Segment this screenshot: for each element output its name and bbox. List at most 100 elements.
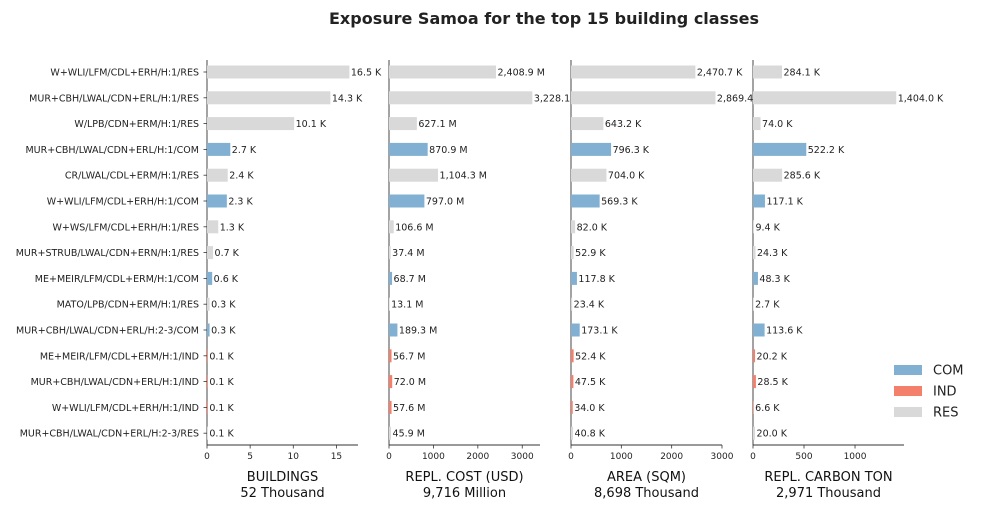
value-label: 82.0 K: [577, 222, 608, 233]
value-label: 643.2 K: [605, 119, 642, 130]
bar-me-meir-lfm-cdl-erm-h-1-ind: [753, 349, 756, 363]
bar-mur-cbh-lwal-cdn-erl-h-1-com: [571, 142, 612, 156]
value-label: 797.0 M: [426, 197, 464, 208]
category-label-w-wli-lfm-cdl-erh-h-1-res: W+WLI/LFM/CDL+ERH/H:1/RES: [50, 68, 199, 79]
value-label: 522.2 K: [808, 145, 845, 156]
value-label: 9.4 K: [755, 222, 780, 233]
value-label: 0.1 K: [209, 429, 234, 440]
bar-cr-lwal-cdl-erm-h-1-res: [753, 168, 783, 182]
bar-w-wli-lfm-cdl-erh-h-1-com: [571, 194, 600, 208]
chart-title: Exposure Samoa for the top 15 building c…: [329, 9, 759, 28]
x-axis-total: 8,698 Thousand: [594, 486, 699, 501]
bar-mur-strub-lwal-cdn-ern-h-1-res: [389, 246, 391, 260]
value-label: 113.6 K: [766, 326, 803, 337]
value-label: 52.4 K: [575, 351, 606, 362]
bar-w-lpb-cdn-erm-h-1-res: [207, 117, 295, 131]
category-label-mur-cbh-lwal-cdn-erl-h-1-res: MUR+CBH/LWAL/CDN+ERL/H:1/RES: [29, 93, 199, 104]
bar-cr-lwal-cdl-erm-h-1-res: [571, 168, 607, 182]
value-label: 6.6 K: [755, 403, 780, 414]
bar-mur-strub-lwal-cdn-ern-h-1-res: [571, 246, 574, 260]
x-axis-total: 52 Thousand: [240, 486, 324, 501]
x-tick-label: 2000: [660, 452, 683, 462]
x-axis-label: BUILDINGS: [247, 470, 318, 485]
chart-panels: W+WLI/LFM/CDL+ERH/H:1/RES MUR+CBH/LWAL/CD…: [16, 60, 944, 501]
panel-buildings: 16.5 K 14.3 K 10.1 K 2.7 K 2.4 K 2.3 K 1.3 K 0.…: [203, 60, 382, 501]
value-label: 117.8 K: [578, 274, 615, 285]
bar-me-meir-lfm-cdl-erm-h-1-com: [389, 271, 393, 285]
value-label: 56.7 M: [393, 351, 425, 362]
bar-me-meir-lfm-cdl-erm-h-1-ind: [207, 349, 208, 363]
bar-mur-cbh-lwal-cdn-erl-h-1-com: [753, 142, 807, 156]
bar-w-wli-lfm-cdl-erh-h-1-ind: [571, 400, 573, 414]
value-label: 68.7 M: [394, 274, 426, 285]
bar-mato-lpb-cdn-erm-h-1-res: [571, 297, 573, 311]
bar-w-lpb-cdn-erm-h-1-res: [753, 117, 761, 131]
x-tick-label: 5: [247, 452, 253, 462]
x-axis-total: 9,716 Million: [423, 486, 506, 501]
bar-mur-cbh-lwal-cdn-erl-h-2-3-com: [571, 323, 580, 337]
value-label: 2.3 K: [228, 197, 253, 208]
x-tick-label: 15: [331, 452, 342, 462]
bar-w-ws-lfm-cdl-erh-h-1-res: [207, 220, 219, 234]
value-label: 870.9 M: [429, 145, 467, 156]
value-label: 74.0 K: [762, 119, 793, 130]
value-label: 2.7 K: [232, 145, 257, 156]
value-label: 0.1 K: [209, 351, 234, 362]
value-label: 284.1 K: [783, 68, 820, 79]
value-label: 2,408.9 M: [497, 68, 544, 79]
category-label-me-meir-lfm-cdl-erm-h-1-ind: ME+MEIR/LFM/CDL+ERM/H:1/IND: [40, 351, 199, 362]
value-label: 24.3 K: [757, 248, 788, 259]
bar-me-meir-lfm-cdl-erm-h-1-com: [571, 271, 577, 285]
x-axis-label: REPL. COST (USD): [405, 470, 523, 485]
bar-w-ws-lfm-cdl-erh-h-1-res: [571, 220, 576, 234]
category-label-mato-lpb-cdn-erm-h-1-res: MATO/LPB/CDN+ERM/H:1/RES: [57, 300, 199, 311]
value-label: 0.6 K: [214, 274, 239, 285]
value-label: 10.1 K: [296, 119, 327, 130]
value-label: 28.5 K: [757, 377, 788, 388]
bar-mur-cbh-lwal-cdn-erl-h-1-res: [571, 91, 716, 105]
category-label-mur-cbh-lwal-cdn-erl-h-1-ind: MUR+CBH/LWAL/CDN+ERL/H:1/IND: [31, 377, 199, 388]
bar-mur-cbh-lwal-cdn-erl-h-2-3-com: [753, 323, 765, 337]
bar-w-wli-lfm-cdl-erh-h-1-res: [571, 65, 696, 79]
value-label: 48.3 K: [759, 274, 790, 285]
bar-w-wli-lfm-cdl-erh-h-1-com: [389, 194, 425, 208]
legend-label-ind: IND: [933, 385, 957, 400]
bar-w-wli-lfm-cdl-erh-h-1-com: [753, 194, 765, 208]
value-label: 40.8 K: [575, 429, 606, 440]
value-label: 20.0 K: [757, 429, 788, 440]
bar-w-wli-lfm-cdl-erh-h-1-res: [753, 65, 782, 79]
value-label: 285.6 K: [784, 171, 821, 182]
value-label: 173.1 K: [581, 326, 618, 337]
x-tick-label: 0: [568, 452, 574, 462]
value-label: 52.9 K: [575, 248, 606, 259]
bar-w-wli-lfm-cdl-erh-h-1-ind: [207, 400, 208, 414]
x-tick-label: 2000: [466, 452, 489, 462]
bar-cr-lwal-cdl-erm-h-1-res: [207, 168, 228, 182]
bar-mur-strub-lwal-cdn-ern-h-1-res: [753, 246, 756, 260]
value-label: 117.1 K: [766, 197, 803, 208]
x-tick-label: 0: [204, 452, 210, 462]
bar-mur-cbh-lwal-cdn-erl-h-1-ind: [389, 375, 393, 389]
bar-me-meir-lfm-cdl-erm-h-1-com: [753, 271, 758, 285]
bar-mur-cbh-lwal-cdn-erl-h-1-ind: [571, 375, 574, 389]
value-label: 0.3 K: [211, 326, 236, 337]
value-label: 704.0 K: [608, 171, 645, 182]
legend-swatch-com: [894, 365, 922, 375]
bar-w-ws-lfm-cdl-erh-h-1-res: [753, 220, 754, 234]
category-label-mur-cbh-lwal-cdn-erl-h-1-com: MUR+CBH/LWAL/CDN+ERL/H:1/COM: [25, 145, 199, 156]
bar-mur-cbh-lwal-cdn-erl-h-2-3-res: [207, 426, 208, 440]
bar-w-lpb-cdn-erm-h-1-res: [571, 117, 604, 131]
x-axis-label: REPL. CARBON TON: [764, 470, 892, 485]
value-label: 72.0 M: [394, 377, 426, 388]
bar-mato-lpb-cdn-erm-h-1-res: [207, 297, 210, 311]
value-label: 37.4 M: [392, 248, 424, 259]
category-label-me-meir-lfm-cdl-erm-h-1-com: ME+MEIR/LFM/CDL+ERM/H:1/COM: [35, 274, 199, 285]
x-tick-label: 500: [795, 452, 812, 462]
bar-me-meir-lfm-cdl-erm-h-1-ind: [571, 349, 574, 363]
bar-mur-cbh-lwal-cdn-erl-h-1-com: [207, 142, 231, 156]
value-label: 0.3 K: [211, 300, 236, 311]
x-tick-label: 1000: [422, 452, 445, 462]
x-tick-label: 1000: [844, 452, 867, 462]
value-label: 1,404.0 K: [898, 93, 944, 104]
